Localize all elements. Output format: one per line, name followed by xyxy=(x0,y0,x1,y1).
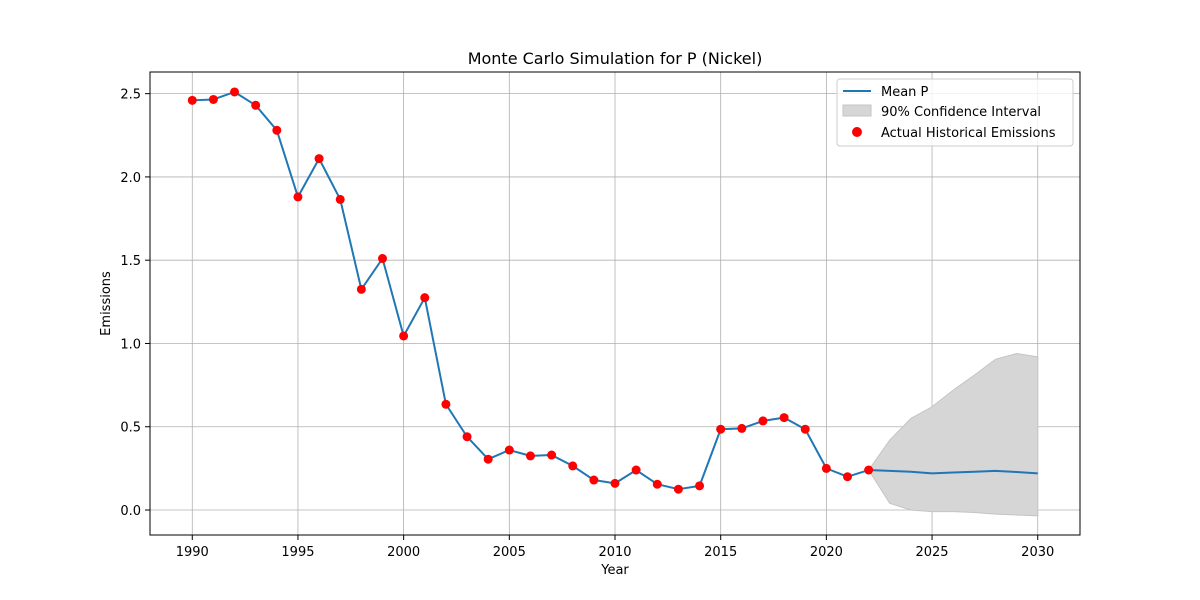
y-tick-label: 1.5 xyxy=(120,254,141,269)
historical-point xyxy=(399,331,409,341)
x-axis-ticks: 1990 1995 2000 2005 2010 2015 2020 2025 2030 xyxy=(176,535,1054,560)
historical-point xyxy=(758,416,768,426)
legend-mean-label: Mean P xyxy=(881,85,929,100)
historical-point xyxy=(821,463,831,473)
x-axis-label: Year xyxy=(600,563,629,578)
historical-point xyxy=(610,478,620,488)
y-tick-label: 1.0 xyxy=(120,337,141,352)
historical-point xyxy=(378,254,387,264)
historical-point xyxy=(673,484,683,494)
historical-point xyxy=(441,399,451,409)
chart-title: Monte Carlo Simulation for P (Nickel) xyxy=(468,49,763,68)
historical-point xyxy=(737,423,747,433)
historical-point xyxy=(420,293,430,303)
x-tick-label: 2010 xyxy=(598,545,631,560)
historical-point xyxy=(230,87,240,97)
legend-points-swatch xyxy=(852,127,862,137)
historical-point xyxy=(272,125,282,135)
x-tick-label: 2020 xyxy=(810,545,843,560)
y-axis-label: Emissions xyxy=(99,271,114,336)
y-axis-ticks: 0.0 0.5 1.0 1.5 2.0 2.5 xyxy=(120,88,150,519)
historical-point xyxy=(800,424,810,434)
x-tick-label: 1990 xyxy=(176,545,209,560)
historical-point xyxy=(864,465,874,475)
historical-point xyxy=(716,424,726,434)
historical-point xyxy=(251,100,261,110)
historical-point xyxy=(187,95,197,105)
historical-point xyxy=(779,413,789,423)
historical-point xyxy=(695,481,705,491)
y-tick-label: 0.5 xyxy=(120,421,141,436)
legend-band-label: 90% Confidence Interval xyxy=(881,105,1041,120)
historical-point xyxy=(356,284,366,294)
confidence-band xyxy=(868,352,1039,517)
historical-point xyxy=(504,445,514,455)
y-tick-label: 0.0 xyxy=(120,504,141,519)
historical-point xyxy=(843,472,852,482)
x-tick-label: 2030 xyxy=(1021,545,1054,560)
y-tick-label: 2.5 xyxy=(120,88,141,103)
y-tick-label: 2.0 xyxy=(120,171,141,186)
legend-band-swatch xyxy=(842,104,872,117)
historical-point xyxy=(293,192,303,202)
x-tick-label: 2015 xyxy=(704,545,737,560)
historical-point xyxy=(208,94,218,104)
historical-point xyxy=(314,154,324,164)
legend-box xyxy=(836,78,1074,147)
x-tick-label: 2005 xyxy=(493,545,526,560)
confidence-band-layer xyxy=(868,352,1039,517)
historical-point xyxy=(483,454,493,464)
legend-points-label: Actual Historical Emissions xyxy=(881,126,1056,141)
historical-point xyxy=(462,432,472,442)
historical-point xyxy=(589,475,599,485)
historical-point xyxy=(547,450,557,460)
x-tick-label: 1995 xyxy=(281,545,314,560)
historical-point xyxy=(652,479,662,489)
historical-point xyxy=(631,465,641,475)
historical-point xyxy=(568,461,578,471)
historical-point xyxy=(525,451,535,461)
x-tick-label: 2000 xyxy=(387,545,420,560)
historical-point xyxy=(335,194,345,204)
legend: Mean P 90% Confidence Interval Actual Hi… xyxy=(836,78,1074,147)
historical-points-layer xyxy=(187,87,874,494)
x-tick-label: 2025 xyxy=(915,545,948,560)
